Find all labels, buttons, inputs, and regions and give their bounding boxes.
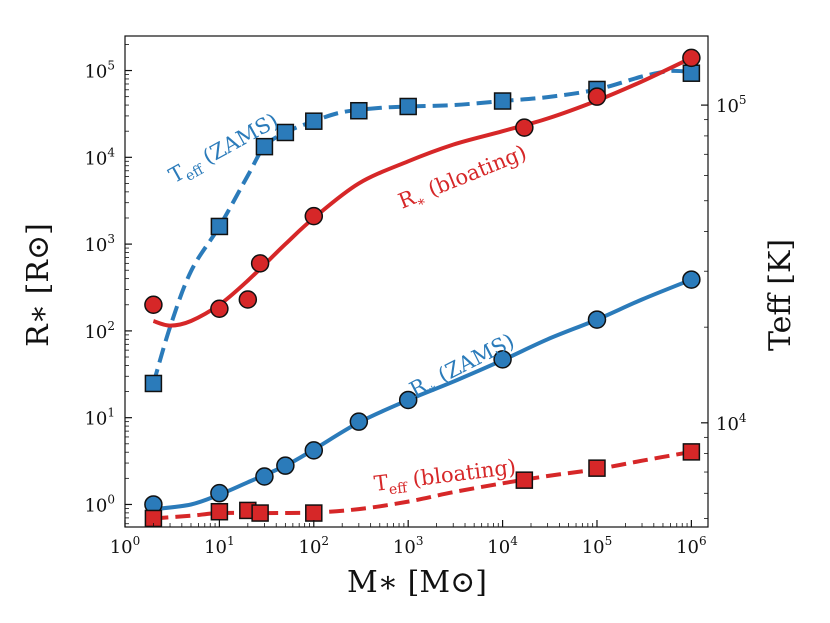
markers-layer bbox=[144, 48, 701, 528]
data-point-t-eff-zams-2 bbox=[255, 137, 274, 156]
y-axis-right-label-text: Teff [K] bbox=[763, 239, 798, 351]
y-axis-left-label: R∗ [R⊙] bbox=[21, 223, 56, 347]
data-point-r-zams-6 bbox=[398, 390, 418, 410]
data-point-t-eff-bloating-4 bbox=[305, 504, 323, 522]
data-point-t-eff-zams-9 bbox=[682, 64, 701, 82]
y-axis-right-label: Teff [K] bbox=[763, 239, 798, 351]
data-point-t-eff-zams-3 bbox=[276, 123, 295, 142]
data-point-t-eff-zams-4 bbox=[305, 112, 323, 130]
x-tick-label: 104 bbox=[487, 534, 518, 558]
data-point-t-eff-bloating-3 bbox=[251, 504, 269, 522]
y-left-tick-label: 101 bbox=[84, 406, 115, 430]
data-point-r-bloating-3 bbox=[250, 254, 270, 273]
data-point-r-zams-3 bbox=[276, 456, 295, 475]
x-tick-label: 106 bbox=[676, 534, 707, 558]
data-point-t-eff-zams-6 bbox=[399, 97, 417, 116]
y-left-tick-label: 105 bbox=[84, 59, 115, 83]
data-point-t-eff-bloating-7 bbox=[682, 443, 701, 461]
data-point-r-bloating-1 bbox=[210, 299, 229, 318]
data-point-t-eff-zams-0 bbox=[144, 374, 163, 393]
x-tick-label: 103 bbox=[393, 534, 424, 558]
data-point-r-bloating-6 bbox=[587, 87, 607, 106]
data-point-t-eff-bloating-6 bbox=[588, 459, 606, 477]
y-axis-left-label-text: R∗ [R⊙] bbox=[21, 223, 56, 347]
data-point-r-bloating-5 bbox=[515, 118, 534, 137]
data-point-r-zams-9 bbox=[682, 270, 701, 289]
series-line-r-bloating bbox=[152, 56, 693, 328]
data-point-t-eff-zams-5 bbox=[350, 101, 368, 120]
data-point-r-zams-7 bbox=[493, 350, 512, 369]
data-point-r-zams-2 bbox=[255, 467, 274, 486]
x-tick-label: 105 bbox=[582, 534, 613, 558]
plot-frame bbox=[124, 35, 709, 528]
data-point-r-bloating-0 bbox=[144, 295, 163, 315]
x-tick-label: 100 bbox=[110, 534, 141, 558]
data-point-t-eff-zams-7 bbox=[493, 92, 512, 110]
x-axis-label-text: M∗ [M⊙] bbox=[347, 565, 487, 600]
y-right-tick-label: 104 bbox=[716, 411, 747, 435]
y-left-tick-label: 104 bbox=[84, 145, 115, 169]
y-left-tick-label: 100 bbox=[84, 492, 115, 516]
y-left-tick-label: 103 bbox=[84, 232, 115, 256]
data-point-r-zams-4 bbox=[304, 441, 324, 460]
data-point-r-zams-1 bbox=[210, 483, 229, 503]
data-point-r-zams-8 bbox=[587, 310, 607, 329]
x-axis-label: M∗ [M⊙] bbox=[347, 565, 487, 600]
x-tick-label: 101 bbox=[204, 534, 235, 558]
y-left-tick-label: 102 bbox=[84, 319, 115, 343]
y-right-tick-label: 105 bbox=[716, 93, 747, 117]
ticks-layer: 100 101 102 103 104 105 106 100 101 102 103 104 105 1… bbox=[84, 44, 747, 558]
data-point-r-zams-5 bbox=[349, 412, 369, 431]
data-point-t-eff-zams-1 bbox=[210, 217, 229, 236]
data-point-r-bloating-4 bbox=[304, 206, 324, 226]
data-point-r-bloating-7 bbox=[682, 48, 701, 68]
data-point-t-eff-bloating-5 bbox=[515, 471, 534, 489]
x-tick-label: 102 bbox=[299, 534, 330, 558]
data-point-t-eff-bloating-1 bbox=[210, 502, 229, 521]
data-point-r-bloating-2 bbox=[238, 290, 258, 309]
